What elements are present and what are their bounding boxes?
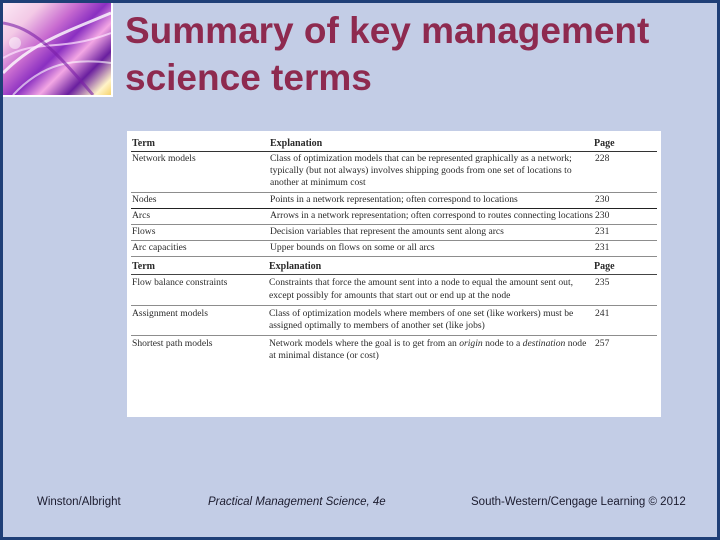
term-cell: Shortest path models: [132, 338, 213, 350]
header-page: Page: [593, 258, 657, 276]
table-header-row: Term Explanation Page: [131, 136, 657, 152]
page-cell: 228: [593, 151, 657, 193]
term-cell: Assignment models: [131, 305, 268, 337]
table-row: Network models Class of optimization mod…: [131, 151, 657, 193]
page-cell: 257: [595, 338, 610, 350]
table-header-row: Term Explanation Page: [131, 258, 657, 276]
explanation-cell: Class of optimization models that can be…: [269, 151, 593, 193]
header-page: Page: [593, 136, 657, 152]
explanation-cell: Class of optimization models where membe…: [268, 305, 593, 337]
table-row: Nodes Points in a network representation…: [131, 192, 657, 209]
page-cell: 241: [593, 305, 657, 337]
terms-table-2: Term Explanation Page Flow balance const…: [131, 258, 657, 365]
page-cell: 231: [593, 240, 657, 258]
origin-emphasis: origin: [459, 338, 483, 350]
page-cell: 231: [593, 224, 657, 242]
footer-publisher: South-Western/Cengage Learning © 2012: [471, 496, 686, 508]
destination-emphasis: destination: [522, 338, 566, 350]
header-term: Term: [131, 136, 269, 152]
term-cell: Arc capacities: [131, 240, 269, 258]
explanation-cell: Points in a network representation; ofte…: [269, 192, 593, 209]
page-cell: 230: [593, 208, 657, 226]
term-cell: Flow balance constraints: [131, 274, 268, 306]
header-explanation: Explanation: [268, 258, 593, 276]
term-cell: Nodes: [131, 192, 269, 209]
footer-book-title: Practical Management Science, 4e: [208, 496, 386, 508]
explanation-text: node to a: [482, 338, 523, 350]
explanation-cell: Constraints that force the amount sent i…: [268, 274, 593, 306]
term-cell: Flows: [131, 224, 269, 242]
table-row: Shortest path models Network models wher…: [131, 336, 657, 366]
explanation-text: node at minimal distance (or cost): [269, 338, 587, 362]
terms-table-1: Term Explanation Page Network models Cla…: [131, 136, 657, 258]
term-cell: Arcs: [131, 208, 269, 226]
table-row: Flows Decision variables that represent …: [131, 224, 657, 242]
term-cell: Network models: [131, 151, 269, 193]
explanation-text: Network models where the goal is to get …: [269, 338, 460, 350]
footer-authors: Winston/Albright: [37, 496, 121, 508]
decorative-swirl-logo: [3, 3, 113, 97]
explanation-cell: Network models where the goal is to get …: [268, 336, 593, 366]
page-cell: 235: [593, 274, 657, 306]
header-explanation: Explanation: [269, 136, 593, 152]
terms-table-image: Term Explanation Page Network models Cla…: [127, 131, 661, 417]
explanation-cell: Upper bounds on flows on some or all arc…: [269, 240, 593, 258]
table-row: Arcs Arrows in a network representation;…: [131, 208, 657, 226]
explanation-cell: Decision variables that represent the am…: [269, 224, 593, 242]
explanation-cell: Arrows in a network representation; ofte…: [269, 208, 593, 226]
title-line-1: Summary of key management: [125, 10, 650, 51]
table-row: Flow balance constraints Constraints tha…: [131, 274, 657, 306]
slide-title: Summary of key management science terms: [125, 7, 705, 101]
table-row: Arc capacities Upper bounds on flows on …: [131, 240, 657, 258]
table-row: Assignment models Class of optimization …: [131, 305, 657, 337]
title-line-2: science terms: [125, 57, 372, 98]
page-cell: 230: [593, 192, 657, 209]
header-term: Term: [131, 258, 268, 276]
swirl-graphic: [3, 11, 111, 95]
